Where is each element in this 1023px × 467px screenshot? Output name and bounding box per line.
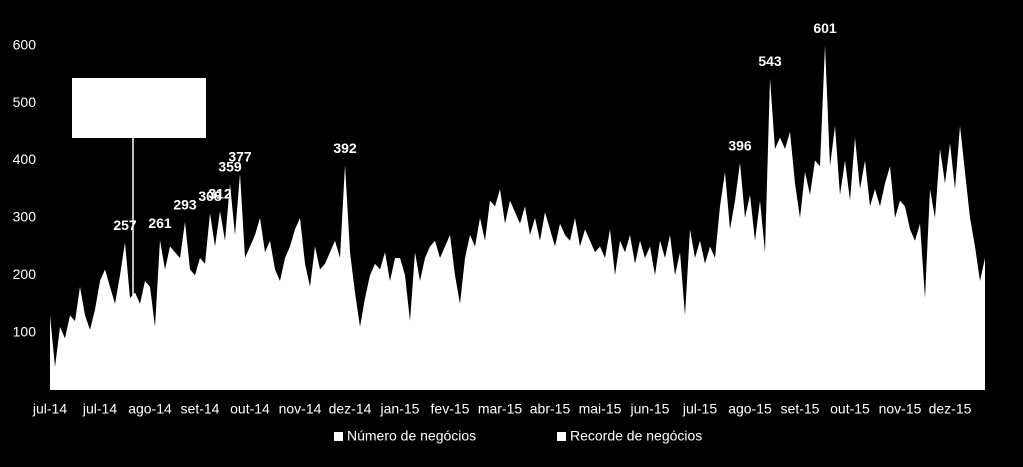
record-label: 396	[728, 137, 752, 153]
record-label: 359	[218, 159, 242, 175]
y-tick-label: 600	[13, 36, 37, 52]
annotation-box	[72, 78, 206, 138]
record-label: 308	[198, 188, 222, 204]
record-label: 377	[228, 148, 252, 164]
x-tick-label: nov-15	[879, 401, 922, 417]
x-tick-label: out-14	[230, 401, 270, 417]
x-tick-label: ago-14	[128, 401, 172, 417]
record-label: 601	[813, 20, 837, 36]
record-label: 312	[208, 186, 232, 202]
x-tick-label: abr-15	[530, 401, 571, 417]
legend-label: Recorde de negócios	[570, 428, 702, 444]
record-label: 257	[113, 217, 137, 233]
legend-marker	[557, 432, 566, 441]
y-tick-label: 300	[13, 209, 37, 225]
y-tick-label: 200	[13, 266, 37, 282]
x-tick-label: out-15	[830, 401, 870, 417]
record-label: 543	[758, 53, 782, 69]
x-tick-label: jun-15	[630, 401, 670, 417]
record-label: 293	[173, 197, 197, 213]
legend-marker	[334, 432, 343, 441]
y-tick-label: 500	[13, 94, 37, 110]
area	[50, 45, 985, 390]
x-tick-label: nov-14	[279, 401, 322, 417]
x-tick-label: mai-15	[579, 401, 622, 417]
x-tick-label: dez-14	[329, 401, 372, 417]
y-tick-label: 400	[13, 151, 37, 167]
x-tick-label: jan-15	[380, 401, 420, 417]
x-tick-label: fev-15	[431, 401, 470, 417]
x-tick-label: jul-14	[82, 401, 117, 417]
x-tick-label: jul-14	[32, 401, 67, 417]
x-tick-label: ago-15	[728, 401, 772, 417]
record-label: 392	[333, 140, 357, 156]
x-tick-label: mar-15	[478, 401, 523, 417]
x-tick-label: jul-15	[682, 401, 717, 417]
record-label: 261	[148, 215, 172, 231]
legend-label: Número de negócios	[347, 428, 476, 444]
x-tick-label: set-15	[781, 401, 820, 417]
y-tick-label: 100	[13, 323, 37, 339]
x-tick-label: dez-15	[929, 401, 972, 417]
x-tick-label: set-14	[181, 401, 220, 417]
